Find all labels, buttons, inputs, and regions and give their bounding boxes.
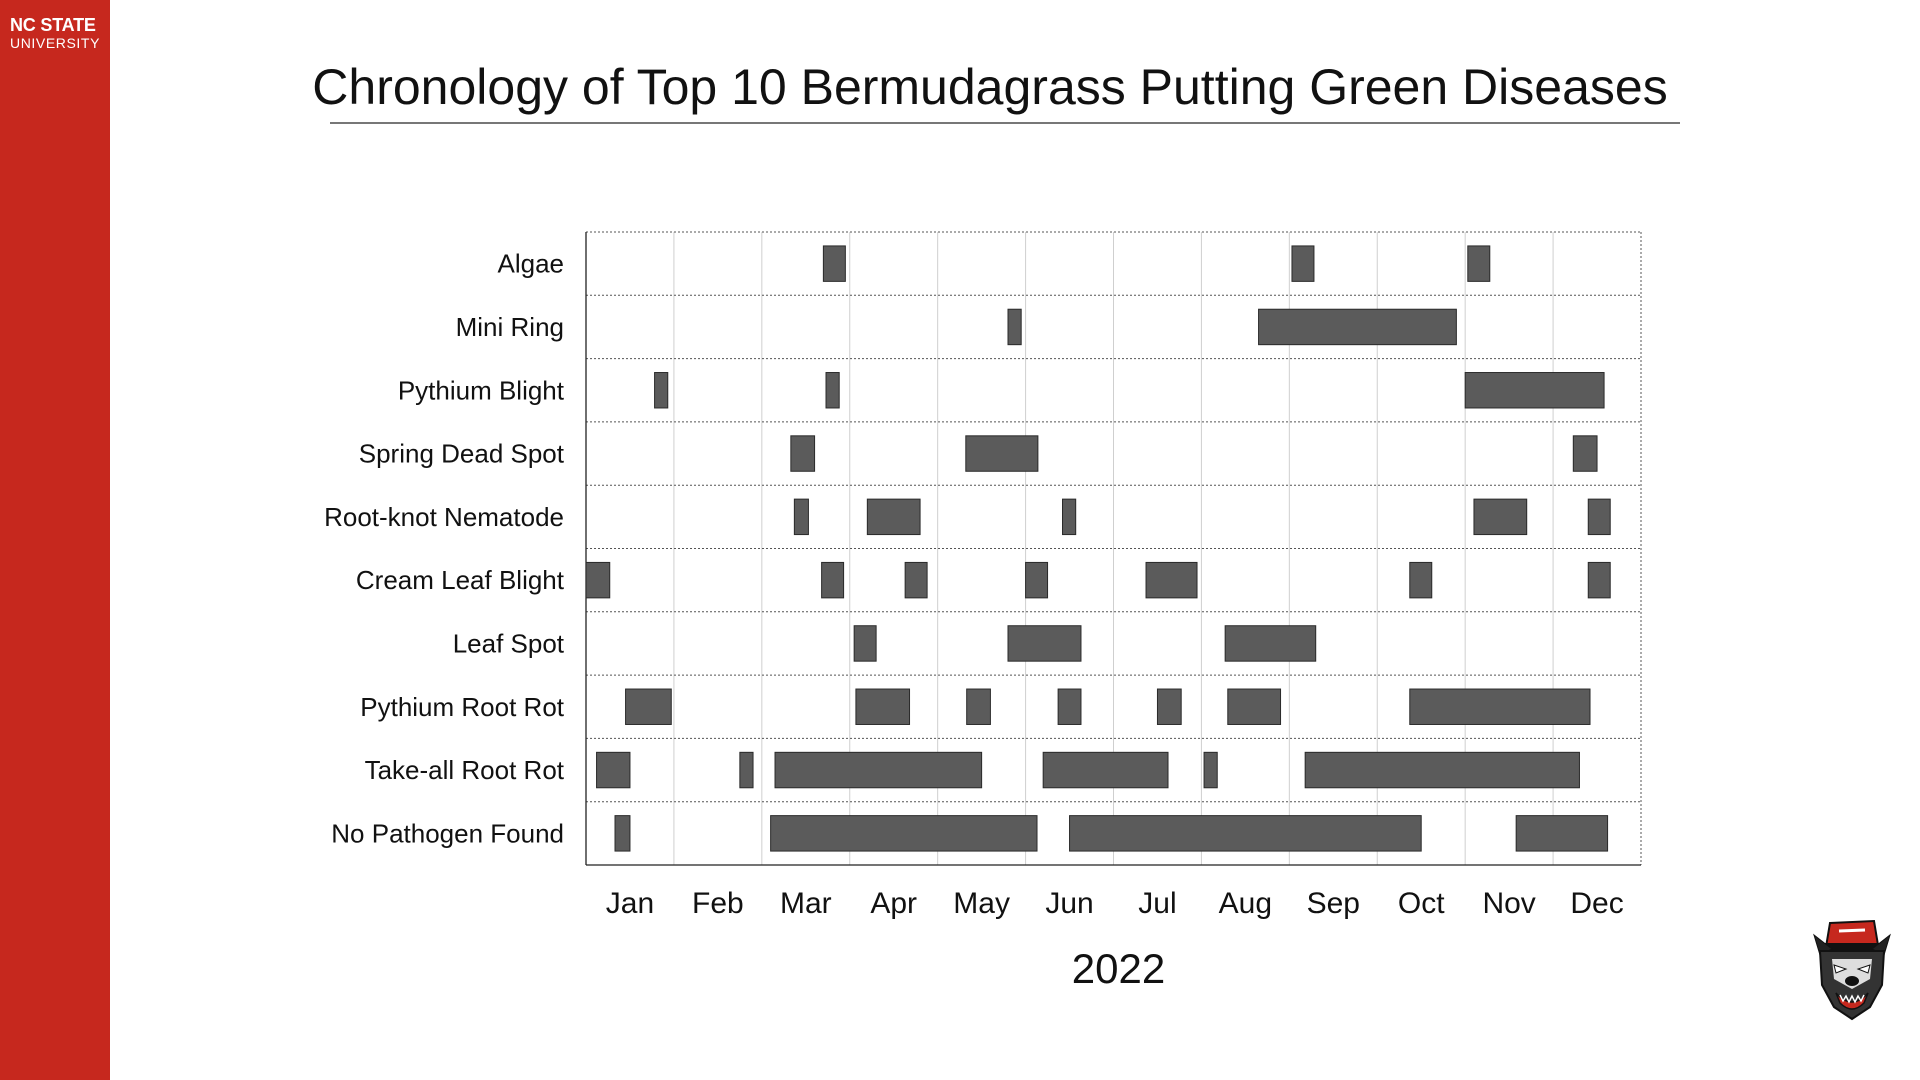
disease-bar [1069,815,1422,852]
disease-bar [654,372,669,409]
title-divider [330,122,1680,124]
category-label: Spring Dead Spot [359,439,565,469]
category-label: Mini Ring [456,312,564,342]
disease-bar [1409,688,1591,725]
brand-subname: UNIVERSITY [10,35,101,51]
month-tick-label: Jul [1138,887,1176,920]
disease-bar [965,435,1039,472]
disease-bar [1304,751,1580,789]
disease-bar [1042,751,1169,789]
disease-bar [1515,815,1609,852]
category-label: Pythium Blight [398,375,565,405]
disease-bar [1572,435,1598,472]
slide-title: Chronology of Top 10 Bermudagrass Puttin… [312,59,1668,115]
disease-bar [596,751,631,789]
disease-bar [1203,751,1218,789]
brand-sidebar: NC STATE UNIVERSITY [0,0,110,1080]
disease-bar [739,751,754,789]
month-tick-label: Jun [1045,887,1093,920]
disease-bar [966,688,991,725]
category-label: Take-all Root Rot [365,755,565,785]
disease-bar [853,625,877,662]
disease-bar [1062,498,1077,536]
disease-bar [1587,561,1611,599]
disease-bar [1224,625,1317,662]
disease-bar [866,498,921,536]
x-axis-title: 2022 [1072,945,1165,992]
wolf-mascot-icon [1813,919,1891,1021]
month-tick-label: Nov [1482,887,1535,920]
category-label: Root-knot Nematode [324,502,564,532]
disease-bar [1227,688,1282,725]
disease-bar [793,498,809,536]
disease-bar [614,815,631,852]
disease-bar [1291,245,1315,282]
month-tick-label: Feb [692,887,744,920]
category-label: No Pathogen Found [331,818,564,848]
disease-bar [1473,498,1528,536]
disease-bar [821,561,845,599]
disease-bar [1145,561,1198,599]
month-tick-label: Aug [1219,887,1272,920]
disease-bar [825,372,840,409]
category-label: Pythium Root Rot [360,692,565,722]
disease-bar [1467,245,1491,282]
month-tick-label: Dec [1570,887,1623,920]
month-tick-label: Oct [1398,887,1445,920]
disease-bar [1587,498,1611,536]
disease-bar [904,561,928,599]
disease-bar [770,815,1038,852]
disease-bar [1464,372,1605,409]
category-label: Algae [498,249,565,279]
disease-bar [1258,308,1457,346]
disease-bar [1007,308,1022,346]
disease-bar [855,688,911,725]
disease-bar [1057,688,1082,725]
month-tick-label: Sep [1307,887,1360,920]
disease-bar [790,435,816,472]
category-label: Cream Leaf Blight [356,565,565,595]
category-label: Leaf Spot [453,628,565,658]
disease-bar [1007,625,1082,662]
month-tick-label: May [953,887,1010,920]
brand-name: NC STATE [10,15,96,35]
nc-state-logo: NC STATE UNIVERSITY [10,16,100,50]
disease-bar [1409,561,1433,599]
month-tick-label: Jan [606,887,654,920]
disease-bar [774,751,983,789]
disease-bar [585,561,611,599]
disease-bar [1025,561,1049,599]
disease-bar [1156,688,1182,725]
disease-bar [822,245,846,282]
disease-bar [625,688,672,725]
month-tick-label: Apr [870,887,917,920]
month-tick-label: Mar [780,887,832,920]
